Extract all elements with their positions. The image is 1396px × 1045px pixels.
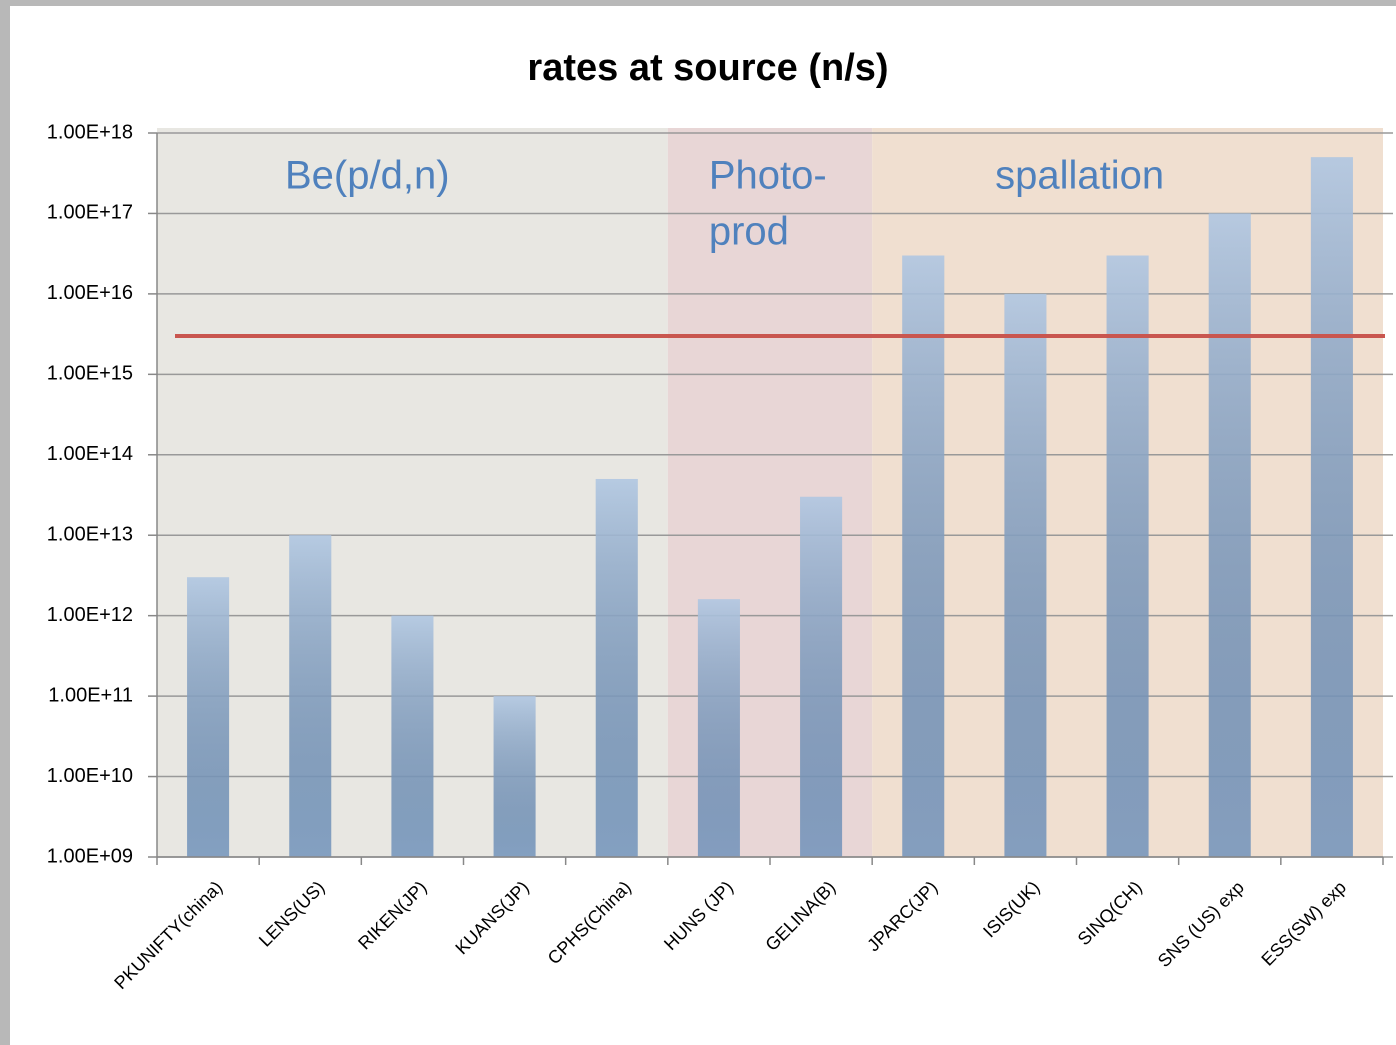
y-tick-label: 1.00E+12 xyxy=(47,604,133,626)
y-tick-label: 1.00E+09 xyxy=(47,845,133,867)
region-label: Be(p/d,n) xyxy=(285,154,450,198)
bar-shade xyxy=(493,696,536,857)
chart-title: rates at source (n/s) xyxy=(527,47,888,89)
region-label: spallation xyxy=(995,154,1164,198)
bar-shade xyxy=(391,615,434,857)
bar-shade xyxy=(902,255,945,857)
y-tick-label: 1.00E+17 xyxy=(47,202,133,224)
y-tick-label: 1.00E+13 xyxy=(47,524,133,546)
y-tick-label: 1.00E+10 xyxy=(47,765,133,787)
region-label: Photo- xyxy=(709,154,827,198)
y-tick-label: 1.00E+16 xyxy=(47,282,133,304)
bar-shade xyxy=(697,599,740,857)
region-label: prod xyxy=(709,210,789,254)
bar-shade xyxy=(800,496,843,857)
y-tick-label: 1.00E+18 xyxy=(47,121,133,143)
bar-shade xyxy=(289,535,332,857)
y-tick-label: 1.00E+11 xyxy=(48,684,133,706)
bar-shade xyxy=(595,478,638,857)
bar-shade xyxy=(1310,157,1353,857)
bar-shade xyxy=(1106,255,1149,857)
bar-shade xyxy=(1208,213,1251,857)
bar-shade xyxy=(187,577,230,857)
bar-shade xyxy=(1004,293,1047,857)
y-tick-label: 1.00E+14 xyxy=(47,443,133,465)
y-tick-label: 1.00E+15 xyxy=(47,363,133,385)
